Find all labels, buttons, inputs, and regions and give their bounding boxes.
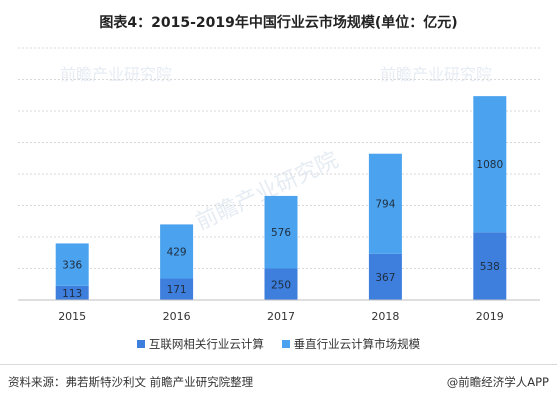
watermark-text: 前瞻产业研究院 (380, 65, 492, 84)
bar-internet-2019 (473, 232, 507, 300)
chart-title: 图表4：2015-2019年中国行业云市场规模(单位：亿元) (99, 15, 458, 31)
bars-group: 113 336 171 429 250 576 367 794 538 1080 (55, 96, 507, 300)
legend-label-internet: 互联网相关行业云计算 (148, 337, 264, 351)
brand-credit: @前瞻经济学人APP (446, 375, 549, 389)
legend-label-vertical: 垂直行业云计算市场规模 (293, 337, 421, 351)
bar-vertical-2017 (264, 195, 298, 269)
x-tick-label-2015: 2015 (58, 310, 86, 323)
data-label-vertical-2017: 576 (271, 227, 291, 239)
data-label-internet-2018: 367 (375, 272, 395, 284)
data-label-vertical-2019: 1080 (476, 159, 503, 171)
data-label-vertical-2015: 336 (62, 260, 82, 272)
legend: 互联网相关行业云计算 垂直行业云计算市场规模 (0, 336, 557, 352)
data-label-vertical-2018: 794 (375, 199, 395, 211)
legend-item-internet: 互联网相关行业云计算 (136, 336, 264, 352)
data-label-internet-2016: 171 (167, 284, 187, 296)
x-tick-label-2017: 2017 (267, 310, 295, 323)
data-label-internet-2019: 538 (480, 261, 500, 273)
bar-vertical-2019 (473, 96, 507, 233)
bar-vertical-2015 (55, 243, 89, 286)
legend-item-vertical: 垂直行业云计算市场规模 (281, 336, 421, 352)
x-tick-label-2019: 2019 (476, 310, 504, 323)
legend-swatch-internet (136, 340, 145, 348)
bar-internet-2016 (160, 278, 194, 300)
x-axis-labels: 2015 2016 2017 2018 2019 (58, 310, 504, 323)
x-tick-label-2016: 2016 (163, 310, 191, 323)
data-label-internet-2017: 250 (271, 279, 291, 291)
data-label-internet-2015: 113 (62, 288, 82, 300)
bar-internet-2015 (55, 285, 89, 300)
watermark-text: 前瞻产业研究院 (60, 65, 172, 84)
bar-internet-2018 (368, 253, 402, 300)
bar-vertical-2016 (160, 224, 194, 279)
bar-vertical-2018 (368, 153, 402, 254)
source-note: 资料来源：弗若斯特沙利文 前瞻产业研究院整理 (8, 375, 254, 389)
x-tick-label-2018: 2018 (371, 310, 399, 323)
bar-internet-2017 (264, 268, 298, 300)
legend-swatch-vertical (281, 340, 290, 348)
footer-divider (0, 364, 557, 365)
data-label-vertical-2016: 429 (167, 246, 187, 258)
